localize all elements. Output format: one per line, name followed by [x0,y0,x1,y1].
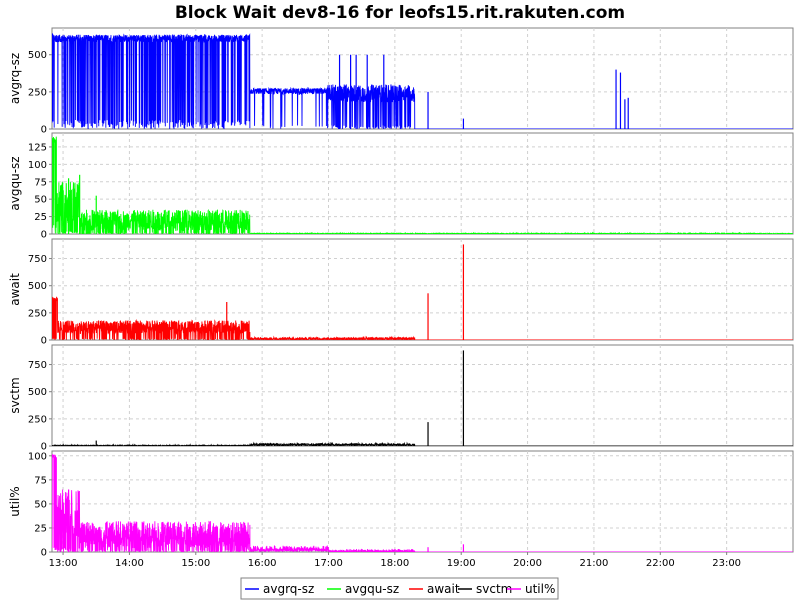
y-tick-label: 100 [28,451,47,462]
series-line-avgrq-sz [52,33,793,129]
y-tick-label: 0 [41,442,47,453]
y-tick-label: 500 [28,387,47,398]
x-tick-label: 20:00 [513,558,542,569]
y-tick-label: 25 [34,523,47,534]
x-tick-label: 13:00 [49,558,78,569]
y-tick-label: 75 [34,475,47,486]
y-tick-label: 0 [41,230,47,241]
x-tick-label: 21:00 [580,558,609,569]
legend-label: util% [525,582,555,596]
panel-avgqu-sz: 0 25 50 75 100 125 avgqu-sz [8,132,794,241]
y-tick-label: 125 [28,142,47,153]
y-axis-label: util% [8,486,22,516]
legend-label: svctm [476,582,512,596]
x-tick-label: 18:00 [380,558,409,569]
x-tick-label: 17:00 [314,558,343,569]
panel-svctm: 0 250 500 750 svctm [8,344,794,453]
plot-area [51,132,794,235]
series-line-util% [52,454,793,552]
legend-label: await [427,582,460,596]
x-tick-label: 23:00 [712,558,741,569]
y-axis-label: await [8,273,22,306]
chart-title: Block Wait dev8-16 for leofs15.rit.rakut… [175,3,625,23]
y-tick-label: 50 [34,195,47,206]
x-tick-label: 16:00 [248,558,277,569]
series-line-await [52,296,793,340]
y-tick-label: 250 [28,414,47,425]
y-axis-label: avgqu-sz [8,156,22,210]
legend-item-await: await [409,582,460,596]
series-line-avgqu-sz [52,136,793,234]
x-tick-label: 15:00 [181,558,210,569]
y-tick-label: 100 [28,160,47,171]
legend-label: avgrq-sz [263,582,314,596]
y-tick-label: 25 [34,212,47,223]
y-axis-label: avgrq-sz [8,53,22,104]
y-tick-label: 750 [28,360,47,371]
panels: 0250500avgrq-sz0255075100125avgqu-sz0250… [8,27,794,559]
legend: avgrq-sz avgqu-sz await svctm util% [240,577,559,600]
y-tick-label: 0 [41,336,47,347]
legend-item-util%: util% [507,582,555,596]
y-tick-label: 0 [41,125,47,136]
legend-item-avgrq-sz: avgrq-sz [245,582,314,596]
y-tick-label: 500 [28,281,47,292]
x-tick-label: 22:00 [646,558,675,569]
x-tick-label: 19:00 [447,558,476,569]
panel-util%: 0 25 50 75 100 util% [8,450,794,559]
y-tick-label: 500 [28,50,47,61]
legend-label: avgqu-sz [345,582,399,596]
y-tick-label: 50 [34,499,47,510]
y-tick-label: 0 [41,548,47,559]
legend-box [240,577,559,600]
plot-area [51,344,794,447]
y-axis-label: svctm [8,377,22,413]
x-tick-label: 14:00 [115,558,144,569]
series-line-svctm [52,441,793,446]
panel-avgrq-sz: 0 250 500 avgrq-sz [8,27,794,136]
y-tick-label: 250 [28,308,47,319]
legend-item-svctm: svctm [458,582,512,596]
y-tick-label: 250 [28,87,47,98]
y-tick-label: 75 [34,177,47,188]
x-axis: 13:00 14:00 15:00 16:00 17:00 18:00 19:00 20:00… [49,552,741,569]
y-tick-label: 750 [28,254,47,265]
panel-await: 0 250 500 750 await [8,238,794,347]
legend-item-avgqu-sz: avgqu-sz [327,582,399,596]
